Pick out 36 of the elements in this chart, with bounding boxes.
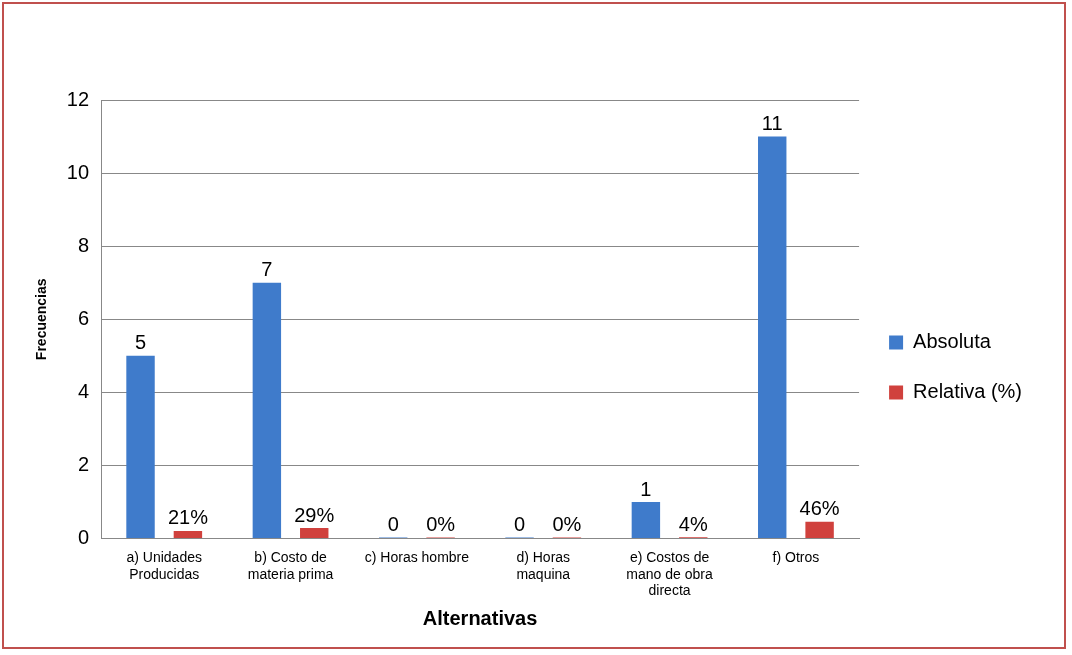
- y-tick-label: 0: [77, 526, 90, 549]
- x-axis-title: Alternativas: [422, 606, 538, 629]
- y-tick-label: 6: [77, 306, 90, 329]
- bar: [126, 355, 155, 539]
- x-tick-label: b) Costo de materia prima: [247, 548, 334, 582]
- data-label: 5: [134, 331, 147, 354]
- bar: [631, 502, 661, 539]
- legend-label: Absoluta: [913, 330, 992, 353]
- data-label: 21%: [167, 506, 209, 529]
- x-tick-label: f) Otros: [772, 548, 820, 565]
- data-label: 4%: [678, 512, 708, 535]
- data-label: 46%: [799, 497, 840, 520]
- y-tick-label: 4: [77, 379, 90, 402]
- x-tick-label: d) Horas maquina: [516, 548, 571, 582]
- data-label: 1: [640, 477, 652, 500]
- data-label: 7: [261, 258, 273, 281]
- data-label: 0: [513, 513, 526, 536]
- y-tick-label: 12: [66, 87, 90, 110]
- x-tick-label: e) Costos de mano de obra directa: [626, 548, 713, 599]
- y-tick-label: 2: [77, 453, 90, 476]
- data-label: 0%: [552, 513, 582, 536]
- y-tick-label: 10: [66, 160, 90, 183]
- data-label: 11: [761, 112, 783, 135]
- bar: [805, 521, 834, 539]
- bar: [173, 530, 203, 539]
- legend-label: Relativa (%): [913, 380, 1023, 403]
- x-tick-label: c) Horas hombre: [364, 548, 470, 565]
- y-tick-label: 8: [77, 233, 90, 256]
- bar: [300, 528, 329, 539]
- data-label: 29%: [294, 503, 335, 526]
- x-tick-label: a) Unidades Producidas: [126, 548, 202, 582]
- data-label: 0%: [426, 513, 456, 536]
- bar: [252, 282, 282, 539]
- y-axis-title: Frecuencias: [33, 278, 50, 361]
- data-label: 0: [387, 513, 399, 536]
- bar: [758, 136, 787, 539]
